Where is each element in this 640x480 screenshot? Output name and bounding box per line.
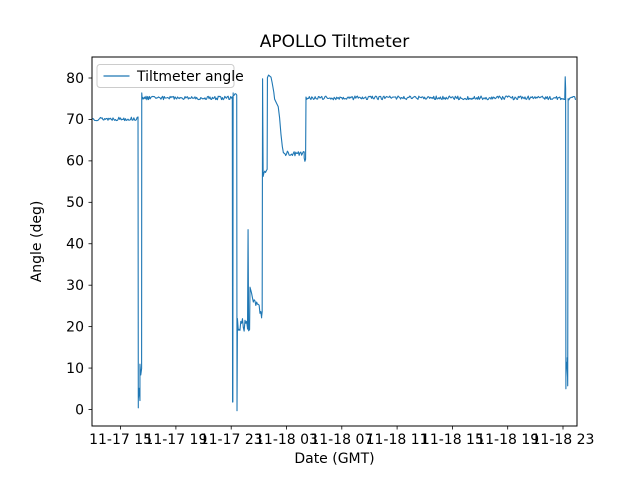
x-tick-label: 11-17 19: [144, 432, 207, 448]
legend-label: Tiltmeter angle: [136, 69, 244, 85]
y-tick-label: 20: [66, 319, 84, 335]
legend-box: [96, 64, 235, 88]
y-tick-label: 80: [66, 71, 84, 87]
y-tick-label: 10: [66, 361, 84, 377]
axes-frame: [91, 56, 578, 427]
x-tick-label: 11-17 23: [200, 432, 263, 448]
y-axis-label: Angle (deg): [29, 201, 45, 283]
x-axis-label: Date (GMT): [294, 451, 374, 467]
y-tick-label: 40: [66, 237, 84, 253]
x-tick-label: 11-18 11: [366, 432, 429, 448]
x-tick-label: 11-18 15: [421, 432, 484, 448]
tiltmeter-line: [92, 74, 576, 412]
x-tick-label: 11-17 15: [89, 432, 152, 448]
y-tick-label: 70: [66, 112, 84, 128]
x-tick-label: 11-18 03: [255, 432, 318, 448]
x-tick-label: 11-18 23: [532, 432, 595, 448]
y-tick-label: 60: [66, 154, 84, 170]
y-tick-label: 0: [75, 402, 84, 418]
x-tick-label: 11-18 07: [310, 432, 373, 448]
legend: Tiltmeter angle: [96, 64, 244, 88]
y-tick-label: 30: [66, 278, 84, 294]
chart-title: APOLLO Tiltmeter: [260, 32, 410, 52]
x-tick-label: 11-18 19: [476, 432, 539, 448]
y-tick-label: 50: [66, 195, 84, 211]
